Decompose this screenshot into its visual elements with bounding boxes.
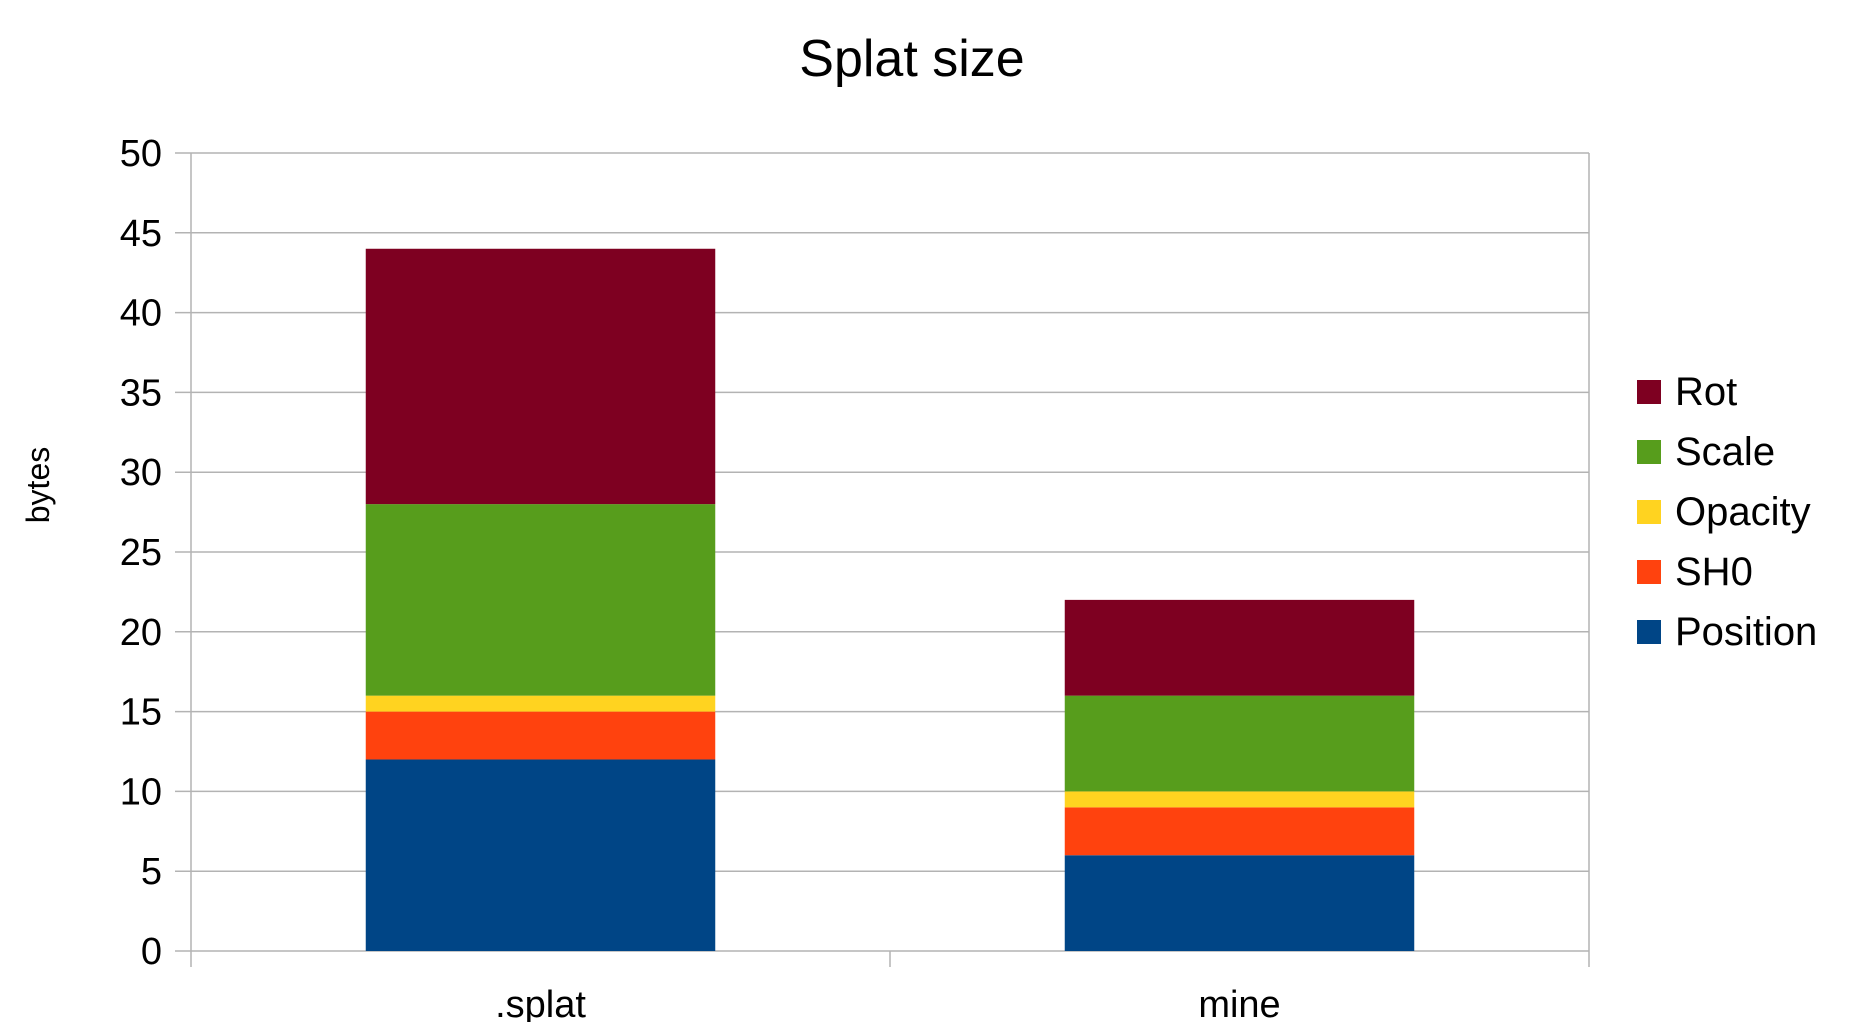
y-tick-label: 40: [120, 293, 162, 335]
bar-segment-scale: [365, 504, 716, 696]
legend-swatch-opacity: [1637, 500, 1661, 524]
y-tick-label: 50: [120, 133, 162, 175]
y-tick-label: 10: [120, 771, 162, 813]
bar-segment-opacity: [365, 695, 716, 712]
legend-label-sh0: SH0: [1675, 550, 1753, 594]
y-tick-label: 15: [120, 692, 162, 734]
bar-segment-rot: [365, 248, 716, 505]
legend-swatch-sh0: [1637, 560, 1661, 584]
legend-label-rot: Rot: [1675, 370, 1737, 414]
legend-swatch-scale: [1637, 440, 1661, 464]
y-tick-label: 35: [120, 372, 162, 414]
axes: [190, 153, 1590, 967]
y-tick-label: 25: [120, 532, 162, 574]
y-axis-label: bytes: [20, 447, 56, 523]
legend-label-opacity: Opacity: [1675, 490, 1811, 534]
y-tick-label: 30: [120, 452, 162, 494]
y-tick-label: 5: [141, 851, 162, 893]
chart-title: Splat size: [799, 30, 1024, 88]
bar-segment-position: [1064, 855, 1415, 951]
y-tick-label: 0: [141, 931, 162, 973]
legend-swatch-rot: [1637, 380, 1661, 404]
legend-label-position: Position: [1675, 610, 1817, 654]
legend-swatch-position: [1637, 620, 1661, 644]
bar-segment-rot: [1064, 599, 1415, 696]
x-tick-label: .splat: [495, 984, 586, 1022]
bar-segment-scale: [1064, 695, 1415, 792]
tick-labels: 0 5 10 15 20 25 30 35 40 45 50 .splat mine: [120, 133, 1281, 1022]
y-tick-label: 20: [120, 612, 162, 654]
bar-segment-sh0: [1064, 807, 1415, 856]
bars: [365, 248, 1415, 951]
legend-label-scale: Scale: [1675, 430, 1775, 474]
bar-segment-opacity: [1064, 791, 1415, 808]
x-tick-label: mine: [1198, 984, 1280, 1022]
bar-segment-position: [365, 759, 716, 951]
legend: Rot Scale Opacity SH0 Position: [1637, 370, 1817, 654]
y-tick-label: 45: [120, 213, 162, 255]
bar-segment-sh0: [365, 711, 716, 760]
